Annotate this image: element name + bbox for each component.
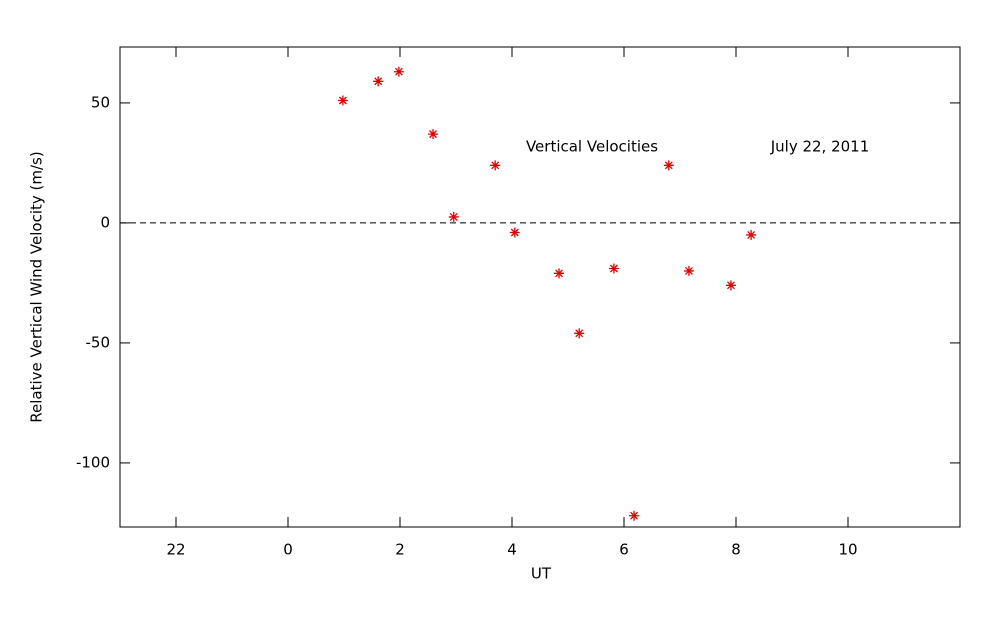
data-point: [393, 66, 404, 77]
x-tick-label: 6: [619, 541, 629, 559]
x-tick-label: 4: [507, 541, 517, 559]
data-point: [428, 129, 439, 140]
data-point: [554, 268, 565, 279]
x-axis-label: UT: [531, 565, 552, 583]
x-tick-label: 8: [731, 541, 741, 559]
y-tick-label: 0: [100, 213, 110, 231]
y-tick-label: -50: [86, 333, 111, 351]
y-tick-label: 50: [91, 93, 110, 111]
data-point: [683, 265, 694, 276]
data-point: [725, 280, 736, 291]
data-point: [608, 263, 619, 274]
data-point: [490, 160, 501, 171]
annotation: July 22, 2011: [770, 138, 870, 156]
data-point: [574, 328, 585, 339]
data-point: [448, 211, 459, 222]
y-axis-label: Relative Vertical Wind Velocity (m/s): [28, 151, 46, 422]
data-point: [629, 510, 640, 521]
x-tick-label: 22: [166, 541, 185, 559]
data-point: [746, 229, 757, 240]
y-tick-label: -100: [76, 453, 110, 471]
x-tick-label: 10: [838, 541, 857, 559]
x-tick-label: 2: [395, 541, 405, 559]
x-tick-label: 0: [283, 541, 293, 559]
data-point: [663, 160, 674, 171]
data-point: [509, 227, 520, 238]
data-point: [373, 76, 384, 87]
plot-frame: [119, 46, 961, 528]
annotation: Vertical Velocities: [526, 138, 658, 156]
data-point: [337, 95, 348, 106]
